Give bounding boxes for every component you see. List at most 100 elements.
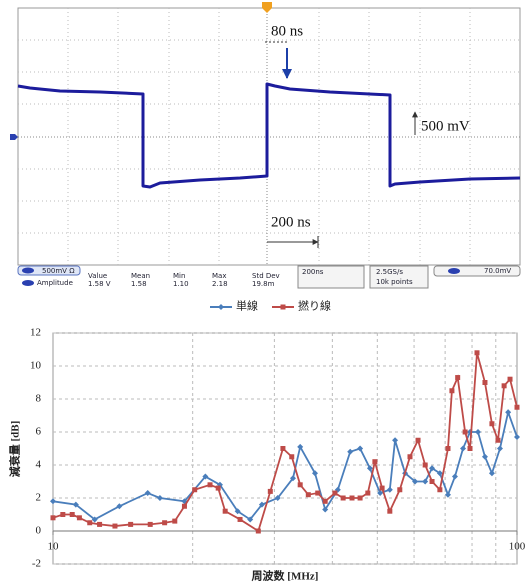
status-bar: 500mV Ω Amplitude Value Mean Min Max Std… <box>18 266 520 288</box>
data-point <box>87 520 92 525</box>
data-point <box>489 421 494 426</box>
data-point <box>392 437 398 443</box>
data-point <box>172 519 177 524</box>
annotation: 200 ns <box>271 214 311 230</box>
data-point <box>502 383 507 388</box>
data-point <box>387 509 392 514</box>
data-point <box>416 438 421 443</box>
data-point <box>489 470 495 476</box>
data-point <box>423 463 428 468</box>
measurement-value: 1.58 V <box>88 280 111 288</box>
data-point <box>223 509 228 514</box>
legend-label: 撚り線 <box>298 299 331 313</box>
data-point <box>505 409 511 415</box>
data-point <box>298 482 303 487</box>
data-point <box>460 446 466 452</box>
legend-marker <box>281 305 286 310</box>
timebase: 200ns <box>302 268 324 276</box>
data-point <box>216 486 221 491</box>
data-point <box>508 377 513 382</box>
data-point <box>455 375 460 380</box>
measurement-header: Min <box>173 272 185 280</box>
data-point <box>60 512 65 517</box>
data-point <box>315 491 320 496</box>
data-point <box>445 446 450 451</box>
data-point <box>475 429 481 435</box>
data-point <box>192 487 197 492</box>
data-point <box>372 459 377 464</box>
x-axis-label: 周波数 [MHz] <box>252 569 319 583</box>
x-tick-label: 10 <box>48 541 60 553</box>
data-point <box>112 524 117 529</box>
data-point <box>449 388 454 393</box>
data-point <box>208 482 213 487</box>
measurement-header: Max <box>212 272 226 280</box>
data-point <box>358 496 363 501</box>
data-point <box>380 486 385 491</box>
data-point <box>350 496 355 501</box>
y-axis-label: 減衰量 [dB] <box>8 421 22 478</box>
data-point <box>306 492 311 497</box>
y-tick-label: 8 <box>36 393 42 405</box>
data-point <box>452 474 458 480</box>
data-point <box>387 487 393 493</box>
sample-rate: 2.5GS/s <box>376 268 403 276</box>
channel-marker <box>10 134 18 140</box>
data-point <box>347 449 353 455</box>
annotation: 500 mV <box>421 118 470 134</box>
y-tick-label: -2 <box>32 558 41 570</box>
data-point <box>515 405 520 410</box>
measurement-value: 1.10 <box>173 280 189 288</box>
measurement-value: 1.58 <box>131 280 147 288</box>
data-point <box>365 491 370 496</box>
data-point <box>468 446 473 451</box>
measurement-header: Value <box>88 272 107 280</box>
data-point <box>397 487 402 492</box>
measurement-name: Amplitude <box>37 279 73 287</box>
y-tick-label: 10 <box>30 360 42 372</box>
measurement-value: 2.18 <box>212 280 228 288</box>
data-point <box>268 489 273 494</box>
measurement-value: 19.8m <box>252 280 275 288</box>
data-point <box>50 498 56 504</box>
y-tick-label: 6 <box>36 426 42 438</box>
data-point <box>482 454 488 460</box>
data-point <box>238 517 243 522</box>
y-tick-label: 4 <box>36 459 42 471</box>
data-point <box>497 446 503 452</box>
measurement-header: Mean <box>131 272 150 280</box>
series-line <box>53 412 517 519</box>
data-point <box>157 495 163 501</box>
data-point <box>495 438 500 443</box>
data-point <box>70 512 75 517</box>
data-point <box>332 491 337 496</box>
data-point <box>280 446 285 451</box>
record-length: 10k points <box>376 278 413 286</box>
y-tick-label: 0 <box>36 525 42 537</box>
x-tick-label: 100 <box>509 541 526 553</box>
data-point <box>357 446 363 452</box>
annotation: 80 ns <box>271 23 303 39</box>
data-point <box>323 499 328 504</box>
measurement-header: Std Dev <box>252 272 280 280</box>
trigger-level: 70.0mV <box>484 267 511 275</box>
data-point <box>430 479 435 484</box>
data-point <box>162 520 167 525</box>
y-tick-label: 12 <box>30 327 41 339</box>
data-point <box>77 515 82 520</box>
data-point <box>256 529 261 534</box>
data-point <box>407 454 412 459</box>
data-point <box>145 490 151 496</box>
data-point <box>482 380 487 385</box>
data-point <box>182 504 187 509</box>
oscilloscope: 80 ns 500 mV 200 ns 500mV Ω Amplitude Va… <box>0 0 527 295</box>
channel-scale: 500mV Ω <box>42 267 75 275</box>
data-point <box>128 522 133 527</box>
data-point <box>341 496 346 501</box>
data-point <box>148 522 153 527</box>
data-point <box>514 434 520 440</box>
legend-label: 単線 <box>236 299 258 313</box>
data-point <box>51 515 56 520</box>
data-point <box>289 454 294 459</box>
